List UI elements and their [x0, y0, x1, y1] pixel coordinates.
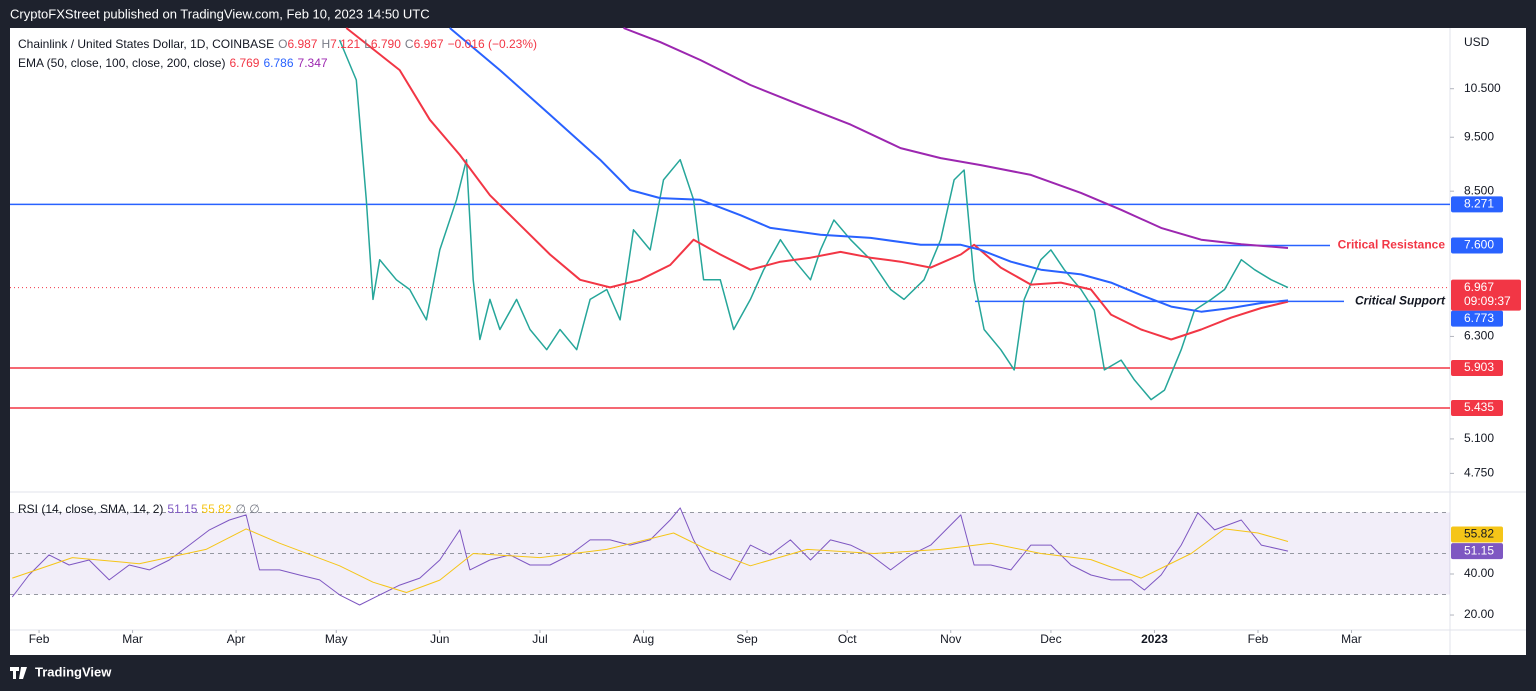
- x-tick-label: Jul: [532, 632, 547, 646]
- price-label-bg: [1451, 400, 1503, 417]
- rsi-label-bg: [1451, 543, 1503, 560]
- price-label-bg: [1451, 196, 1503, 213]
- x-tick-label: Apr: [227, 632, 246, 646]
- brand: TradingView: [35, 664, 112, 679]
- symbol: Chainlink / United States Dollar, 1D, CO…: [18, 37, 275, 51]
- rsi-legend: RSI (14, close, SMA, 14, 2) 51.15 55.82 ∅ ∅: [18, 502, 264, 516]
- x-tick-label: Mar: [122, 632, 143, 646]
- ohlc-value: 6.987: [287, 37, 318, 51]
- rsi-value: 55.82: [201, 502, 232, 516]
- price-label-bg: [1451, 359, 1503, 376]
- rsi-band: [10, 511, 1450, 596]
- indicator: EMA (50, close, 100, close, 200, close): [18, 56, 226, 70]
- annotation: Critical Support: [1355, 293, 1446, 307]
- price-label: 5.435: [1464, 400, 1494, 414]
- current-label: 6.967: [1464, 280, 1494, 294]
- ohlc-value: 6.790: [370, 37, 401, 51]
- rsi-line: [11, 507, 1289, 606]
- price-label: 5.903: [1464, 360, 1494, 374]
- ema-line: [623, 27, 1289, 249]
- ema-value: 6.786: [263, 56, 294, 70]
- chart-bg: [10, 28, 1526, 655]
- x-tick-label: Mar: [1341, 632, 1362, 646]
- x-tick-label: Aug: [633, 632, 654, 646]
- ohlc-value: 7.121: [330, 37, 361, 51]
- x-tick-label: Sep: [736, 632, 758, 646]
- price-label: 6.773: [1464, 311, 1494, 325]
- rsi-line: [12, 528, 1289, 593]
- price-legend: Chainlink / United States Dollar, 1D, CO…: [18, 37, 541, 51]
- change: −0.016 (−0.23%): [447, 37, 538, 51]
- ohlc-key: L: [364, 37, 371, 51]
- x-tick-label: Feb: [1248, 632, 1269, 646]
- y-tick-label: 6.300: [1464, 329, 1494, 343]
- y-tick-label: 20.00: [1464, 607, 1494, 621]
- y-tick-label: 40.00: [1464, 566, 1494, 580]
- ema-line: [345, 27, 1289, 341]
- ohlc-key: H: [321, 37, 331, 51]
- y-tick-label: 10.500: [1464, 81, 1501, 95]
- x-tick-label: Jun: [430, 632, 449, 646]
- y-tick-label: 4.750: [1464, 466, 1494, 480]
- ohlc-key: O: [278, 37, 288, 51]
- x-tick-label: Dec: [1040, 632, 1061, 646]
- current-label-bg: [1451, 279, 1521, 311]
- ema-value: 6.769: [229, 56, 260, 70]
- ohlc-value: 6.967: [413, 37, 444, 51]
- indicator: RSI (14, close, SMA, 14, 2): [18, 502, 164, 516]
- y-tick-label: 9.500: [1464, 129, 1494, 143]
- ohlc-key: C: [404, 37, 414, 51]
- price-label: 7.600: [1464, 238, 1494, 252]
- logo: [10, 667, 27, 679]
- ema-legend: EMA (50, close, 100, close, 200, close) 6…: [18, 56, 332, 70]
- annotation: Critical Resistance: [1338, 238, 1446, 252]
- ema-line: [449, 27, 1289, 313]
- x-tick-label: Nov: [940, 632, 961, 646]
- publisher: CryptoFXStreet published on TradingView.…: [10, 6, 430, 21]
- price-label: 8.271: [1464, 197, 1494, 211]
- x-tick-label: Feb: [29, 632, 50, 646]
- countdown: 09:09:37: [1464, 294, 1511, 308]
- x-tick-label: Oct: [838, 632, 857, 646]
- rsi-label: 55.82: [1464, 527, 1494, 541]
- empty: ∅ ∅: [235, 502, 260, 516]
- price-label-bg: [1451, 310, 1503, 327]
- x-tick-label: 2023: [1141, 632, 1168, 646]
- rsi-label-bg: [1451, 526, 1503, 543]
- currency: USD: [1464, 35, 1490, 49]
- x-tick-label: May: [325, 632, 348, 646]
- rsi-value: 51.15: [167, 502, 198, 516]
- ema-value: 7.347: [297, 56, 328, 70]
- y-tick-label: 8.500: [1464, 183, 1494, 197]
- y-tick-label: 5.100: [1464, 431, 1494, 445]
- price-label-bg: [1451, 237, 1503, 254]
- rsi-label: 51.15: [1464, 543, 1494, 557]
